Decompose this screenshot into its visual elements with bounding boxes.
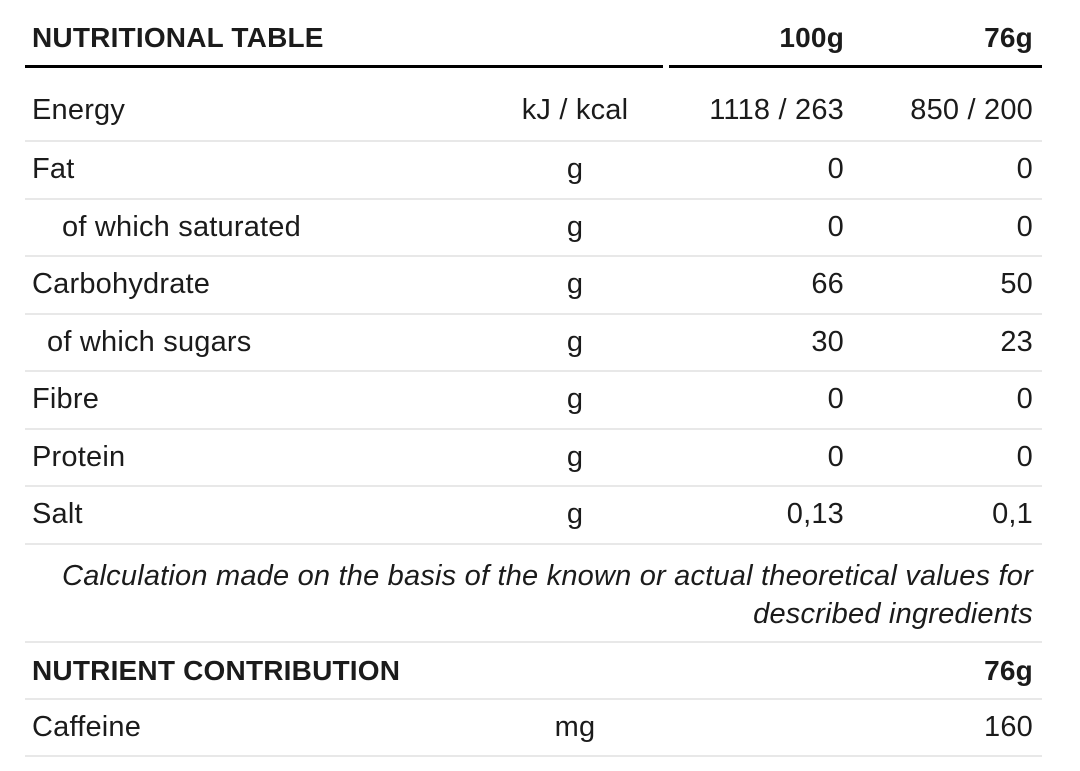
table-row-saturated: of which saturated g 0 0 (25, 200, 1042, 257)
table-title: NUTRITIONAL TABLE (32, 21, 324, 53)
nutrient-label: Fat (32, 153, 75, 186)
value-per-100g: 30 (811, 325, 844, 358)
table-row-protein: Protein g 0 0 (25, 430, 1042, 487)
calculation-note-line-1: Calculation made on the basis of the kno… (62, 559, 1033, 592)
header-rule (25, 65, 1042, 68)
nutrient-contribution-title: NUTRIENT CONTRIBUTION (32, 654, 401, 686)
value-per-100g: 0 (827, 383, 844, 416)
nutrient-unit: mg (554, 711, 596, 743)
value-per-76g: 0 (1016, 383, 1033, 416)
nutrient-unit: g (566, 153, 584, 186)
table-row-caffeine: Caffeine mg 160 (25, 700, 1042, 757)
value-per-76g: 23 (1000, 325, 1033, 358)
value-per-76g: 0 (1016, 210, 1033, 243)
nutrient-unit: kJ / kcal (521, 93, 629, 126)
col-header-100g: 100g (779, 21, 844, 53)
value-per-76g: 0 (1016, 153, 1033, 186)
value-per-76g: 160 (984, 711, 1033, 743)
value-per-76g: 0,1 (992, 498, 1033, 531)
col-header-76g: 76g (984, 21, 1033, 53)
calculation-note: Calculation made on the basis of the kno… (25, 545, 1042, 643)
value-per-100g: 66 (811, 268, 844, 301)
table-row-fibre: Fibre g 0 0 (25, 372, 1042, 430)
nutrient-unit: g (566, 498, 584, 531)
nutrient-label: Carbohydrate (32, 268, 211, 301)
value-per-76g: 50 (1000, 268, 1033, 301)
contribution-col-header-76g: 76g (984, 654, 1033, 686)
value-per-76g: 850 / 200 (910, 93, 1033, 126)
nutrient-unit: g (566, 383, 584, 416)
header-rule-gap (663, 65, 669, 68)
nutrient-contribution-header-row: NUTRIENT CONTRIBUTION 76g (25, 643, 1042, 700)
nutrient-label: Protein (32, 440, 126, 473)
nutrient-label: Salt (32, 498, 83, 531)
table-row-salt: Salt g 0,13 0,1 (25, 487, 1042, 545)
nutrition-table: NUTRITIONAL TABLE 100g 76g Energy kJ / k… (25, 0, 1042, 757)
value-per-76g: 0 (1016, 440, 1033, 473)
value-per-100g: 0 (827, 210, 844, 243)
value-per-100g: 0,13 (786, 498, 844, 531)
nutrient-unit: g (566, 268, 584, 301)
nutrient-unit: g (566, 440, 584, 473)
nutrient-unit: g (566, 210, 584, 243)
calculation-note-line-2: described ingredients (753, 597, 1033, 630)
table-row-fat: Fat g 0 0 (25, 142, 1042, 200)
table-header-row: NUTRITIONAL TABLE 100g 76g (25, 0, 1042, 65)
nutrient-label: Fibre (32, 383, 100, 416)
value-per-100g: 0 (827, 153, 844, 186)
nutrient-label: of which saturated (62, 210, 301, 243)
nutrient-unit: g (566, 325, 584, 358)
value-per-100g: 1118 / 263 (709, 93, 844, 126)
value-per-100g: 0 (827, 440, 844, 473)
table-row-energy: Energy kJ / kcal 1118 / 263 850 / 200 (25, 68, 1042, 142)
table-row-carbohydrate: Carbohydrate g 66 50 (25, 257, 1042, 315)
table-row-sugars: of which sugars g 30 23 (25, 315, 1042, 372)
nutrient-label: of which sugars (47, 325, 252, 358)
nutrient-label: Caffeine (32, 711, 142, 743)
nutrient-label: Energy (32, 93, 126, 126)
